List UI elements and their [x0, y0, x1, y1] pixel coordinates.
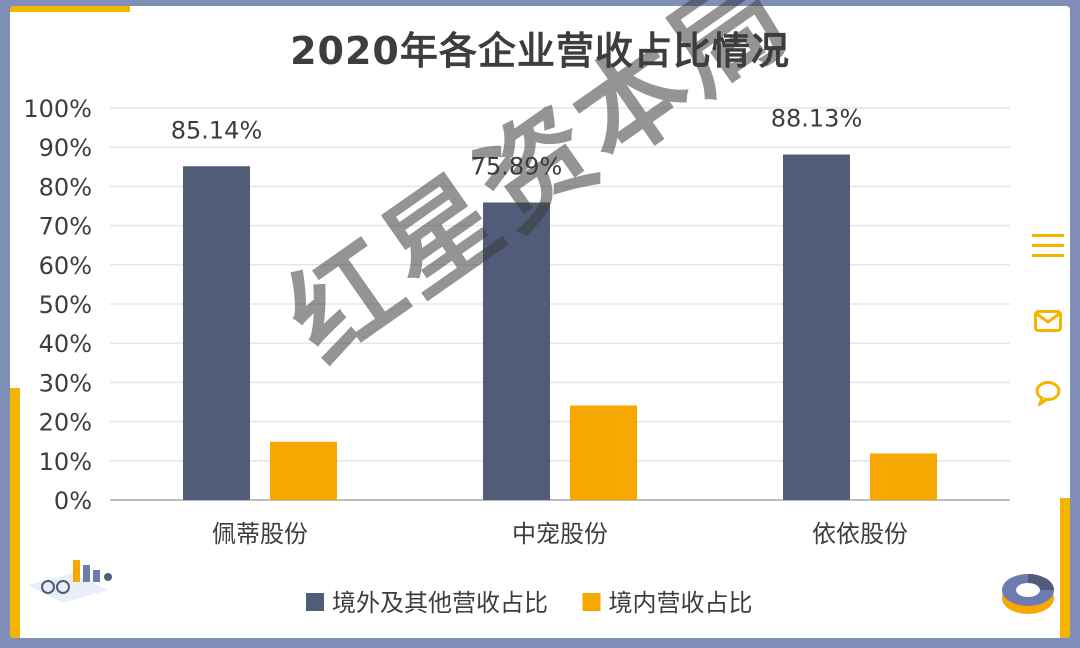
- y-tick-label: 10%: [39, 448, 92, 476]
- legend-label: 境外及其他营收占比: [332, 589, 548, 617]
- bar-domestic: [570, 405, 637, 500]
- legend-label: 境内营收占比: [609, 589, 753, 617]
- side-toolbar: [1030, 232, 1066, 454]
- bar-domestic: [870, 453, 937, 500]
- bar-overseas: [783, 154, 850, 500]
- menu-icon[interactable]: [1030, 232, 1066, 268]
- x-tick-label: 中宠股份: [512, 520, 608, 548]
- y-tick-label: 60%: [39, 252, 92, 280]
- corner-accent: [10, 388, 20, 638]
- chart-illustration-icon: [18, 555, 118, 615]
- donut-chart-icon: [998, 560, 1058, 620]
- data-label: 85.14%: [171, 116, 263, 144]
- y-tick-label: 20%: [39, 409, 92, 437]
- mail-icon[interactable]: [1030, 306, 1066, 342]
- x-tick-label: 佩蒂股份: [212, 520, 308, 548]
- y-tick-label: 0%: [54, 487, 92, 515]
- y-tick-label: 30%: [39, 369, 92, 397]
- y-tick-label: 50%: [39, 291, 92, 319]
- x-tick-label: 依依股份: [812, 520, 908, 548]
- chat-icon[interactable]: [1030, 380, 1066, 416]
- bar-overseas: [183, 166, 250, 500]
- corner-accent: [10, 6, 130, 12]
- y-tick-label: 90%: [39, 134, 92, 162]
- y-tick-label: 80%: [39, 173, 92, 201]
- data-label: 75.89%: [471, 153, 563, 181]
- legend-swatch: [582, 593, 601, 611]
- y-tick-label: 40%: [39, 330, 92, 358]
- bar-overseas: [483, 202, 550, 500]
- y-tick-label: 70%: [39, 213, 92, 241]
- chart-title: 2020年各企业营收占比情况: [290, 29, 790, 73]
- corner-accent: [1060, 498, 1070, 638]
- bar-domestic: [270, 441, 337, 500]
- legend-swatch: [306, 593, 324, 611]
- data-label: 88.13%: [771, 105, 863, 133]
- y-tick-label: 100%: [23, 95, 92, 123]
